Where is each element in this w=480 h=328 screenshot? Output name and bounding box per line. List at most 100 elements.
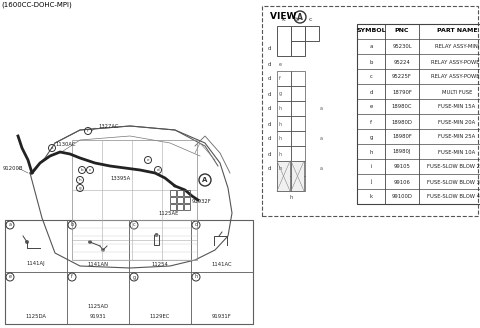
Text: 1125AD: 1125AD bbox=[87, 304, 108, 310]
Text: 1141AN: 1141AN bbox=[87, 261, 108, 266]
Text: 95225F: 95225F bbox=[392, 74, 412, 79]
Text: 18790F: 18790F bbox=[392, 90, 412, 94]
Text: 1327AC: 1327AC bbox=[98, 124, 119, 129]
Text: d: d bbox=[267, 47, 271, 51]
Text: 1125AE: 1125AE bbox=[158, 211, 179, 216]
Text: h: h bbox=[369, 150, 372, 154]
Text: a: a bbox=[370, 45, 372, 50]
Text: k: k bbox=[281, 17, 285, 22]
Text: d: d bbox=[267, 107, 271, 112]
Text: SYMBOL: SYMBOL bbox=[356, 29, 386, 33]
Bar bbox=[191, 220, 253, 272]
Bar bbox=[184, 190, 190, 196]
Text: PART NAME: PART NAME bbox=[437, 29, 477, 33]
Text: i: i bbox=[370, 165, 372, 170]
Text: FUSE-MIN 25A: FUSE-MIN 25A bbox=[438, 134, 476, 139]
Text: h: h bbox=[278, 107, 282, 112]
Text: VIEW: VIEW bbox=[270, 12, 300, 21]
Text: d: d bbox=[369, 90, 372, 94]
Bar bbox=[291, 26, 305, 41]
Bar bbox=[277, 161, 290, 191]
Bar bbox=[184, 204, 190, 210]
Text: (1600CC-DOHC-MPI): (1600CC-DOHC-MPI) bbox=[1, 1, 72, 8]
Text: g: g bbox=[132, 275, 135, 279]
Text: b: b bbox=[369, 59, 372, 65]
Text: f: f bbox=[71, 275, 73, 279]
Text: a: a bbox=[51, 146, 53, 150]
Text: g: g bbox=[278, 92, 282, 96]
Bar bbox=[5, 220, 67, 272]
Text: f: f bbox=[370, 119, 372, 125]
Text: 11254: 11254 bbox=[152, 261, 168, 266]
Text: g: g bbox=[79, 186, 81, 190]
Text: FUSE-SLOW BLOW 20A: FUSE-SLOW BLOW 20A bbox=[427, 165, 480, 170]
Text: FUSE-SLOW BLOW 40A: FUSE-SLOW BLOW 40A bbox=[427, 195, 480, 199]
Text: 1125DA: 1125DA bbox=[25, 314, 47, 318]
Text: 1129EC: 1129EC bbox=[150, 314, 170, 318]
Text: 91200B: 91200B bbox=[3, 166, 24, 171]
Text: RELAY ASSY-POWER: RELAY ASSY-POWER bbox=[431, 59, 480, 65]
Text: PNC: PNC bbox=[395, 29, 409, 33]
Text: RELAY ASSY-MINI: RELAY ASSY-MINI bbox=[435, 45, 479, 50]
Bar bbox=[277, 116, 291, 131]
Text: b: b bbox=[71, 222, 73, 228]
Bar bbox=[277, 86, 291, 101]
Text: e: e bbox=[147, 158, 149, 162]
Text: h: h bbox=[278, 121, 282, 127]
Circle shape bbox=[155, 233, 158, 237]
Text: c: c bbox=[308, 17, 312, 22]
Text: d: d bbox=[267, 92, 271, 96]
Text: FUSE-MIN 10A: FUSE-MIN 10A bbox=[438, 150, 476, 154]
Bar bbox=[291, 176, 305, 191]
Bar bbox=[177, 197, 183, 203]
Bar bbox=[184, 197, 190, 203]
Text: d: d bbox=[267, 152, 271, 156]
Bar bbox=[170, 204, 176, 210]
Bar bbox=[177, 204, 183, 210]
Bar bbox=[72, 140, 197, 260]
Bar bbox=[177, 190, 183, 196]
Bar bbox=[277, 101, 291, 116]
Bar bbox=[262, 6, 478, 216]
Bar bbox=[277, 71, 291, 86]
Bar bbox=[170, 197, 176, 203]
Bar bbox=[129, 272, 191, 324]
Bar bbox=[277, 26, 291, 56]
Bar bbox=[129, 220, 191, 272]
Text: h: h bbox=[194, 275, 198, 279]
Text: j: j bbox=[370, 179, 372, 184]
Text: FUSE-MIN 15A: FUSE-MIN 15A bbox=[438, 105, 476, 110]
Text: 18980D: 18980D bbox=[392, 119, 412, 125]
Bar bbox=[170, 190, 176, 196]
Circle shape bbox=[88, 240, 92, 244]
Text: 1130AC: 1130AC bbox=[55, 142, 75, 147]
Text: e: e bbox=[278, 62, 281, 67]
Text: RELAY ASSY-POWER: RELAY ASSY-POWER bbox=[431, 74, 480, 79]
Circle shape bbox=[199, 174, 211, 186]
Text: k: k bbox=[370, 195, 372, 199]
Bar bbox=[291, 101, 305, 116]
Text: d: d bbox=[194, 222, 198, 228]
Text: c: c bbox=[370, 74, 372, 79]
Bar bbox=[67, 272, 129, 324]
Bar bbox=[277, 131, 291, 146]
Bar bbox=[305, 26, 319, 41]
Text: 18980F: 18980F bbox=[392, 134, 412, 139]
Text: d: d bbox=[267, 62, 271, 67]
Text: a: a bbox=[320, 136, 323, 141]
Bar bbox=[291, 161, 304, 191]
Text: e: e bbox=[370, 105, 372, 110]
Text: A: A bbox=[297, 12, 303, 22]
Bar bbox=[67, 220, 129, 272]
Text: FUSE-MIN 20A: FUSE-MIN 20A bbox=[438, 119, 476, 125]
Text: A: A bbox=[202, 177, 208, 183]
Text: MULTI FUSE: MULTI FUSE bbox=[442, 90, 472, 94]
Bar bbox=[191, 272, 253, 324]
Text: 18980J: 18980J bbox=[393, 150, 411, 154]
Text: g: g bbox=[369, 134, 372, 139]
Text: 99100D: 99100D bbox=[392, 195, 412, 199]
Text: d: d bbox=[156, 168, 159, 172]
Bar bbox=[5, 272, 67, 324]
Bar bbox=[291, 41, 305, 56]
Bar bbox=[291, 116, 305, 131]
